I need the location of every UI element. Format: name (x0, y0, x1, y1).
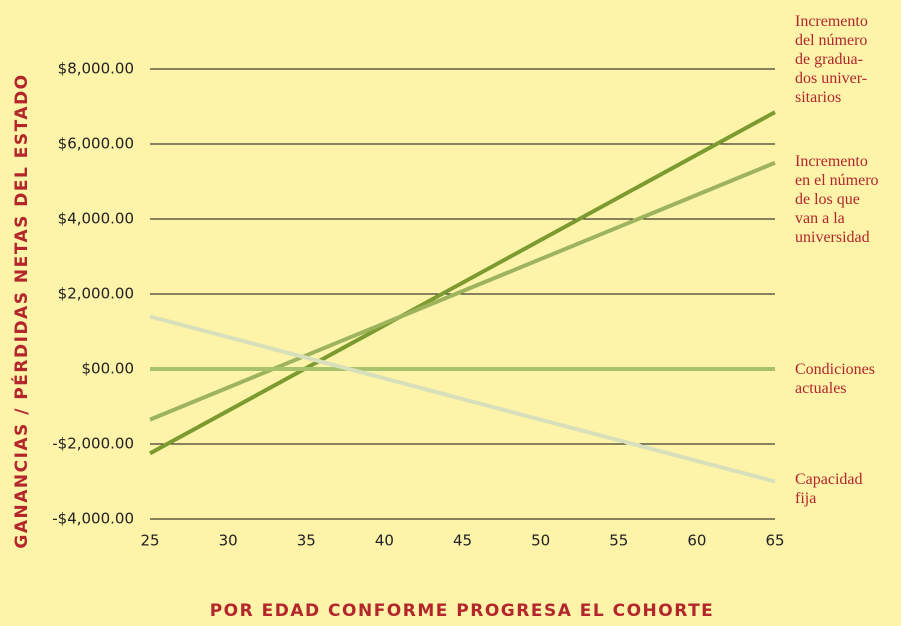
x-tick-label: 60 (687, 532, 706, 550)
series-label: Condiciones actuales (795, 361, 875, 397)
x-tick-label: 55 (609, 532, 628, 550)
x-tick-label: 45 (453, 532, 472, 550)
series-line (149, 314, 776, 484)
x-tick-label: 35 (297, 532, 316, 550)
y-tick-label: $2,000.00 (58, 285, 134, 303)
series-line (149, 160, 776, 422)
y-axis-title: GANANCIAS / PÉRDIDAS NETAS DEL ESTADO (10, 73, 32, 548)
x-tick-label: 25 (140, 532, 159, 550)
y-tick-label: $4,000.00 (58, 210, 134, 228)
series-line (149, 110, 776, 456)
y-tick-label: $8,000.00 (58, 60, 134, 78)
y-tick-label: $00.00 (82, 360, 135, 378)
y-tick-label: -$2,000.00 (52, 435, 134, 453)
x-tick-label: 30 (219, 532, 238, 550)
x-tick-label: 40 (375, 532, 394, 550)
x-tick-label: 50 (531, 532, 550, 550)
x-axis-title: POR EDAD CONFORME PROGRESA EL COHORTE (210, 601, 715, 621)
y-tick-label: -$4,000.00 (52, 510, 134, 528)
x-tick-label: 65 (765, 532, 784, 550)
series-label: Capacidad fija (795, 471, 863, 507)
series-label: Incremento del número de gradua- dos uni… (795, 13, 868, 106)
y-tick-label: $6,000.00 (58, 135, 134, 153)
series-label: Incremento en el número de los que van a… (795, 153, 879, 246)
